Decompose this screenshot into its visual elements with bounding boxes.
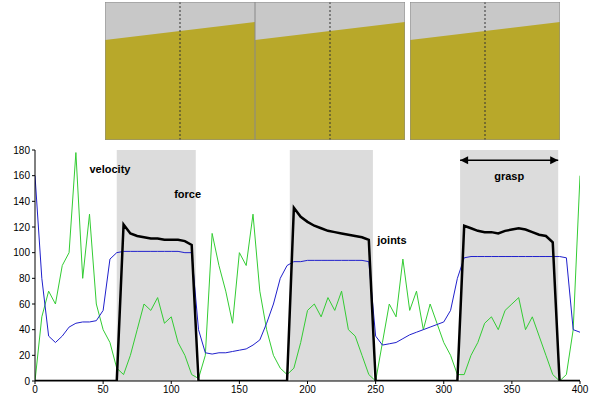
svg-text:50: 50 — [98, 384, 110, 395]
svg-text:60: 60 — [19, 299, 31, 310]
svg-text:velocity: velocity — [89, 163, 131, 175]
svg-text:400: 400 — [572, 384, 589, 395]
svg-text:300: 300 — [435, 384, 452, 395]
svg-text:20: 20 — [19, 350, 31, 361]
svg-text:100: 100 — [163, 384, 180, 395]
svg-text:40: 40 — [19, 324, 31, 335]
svg-text:joints: joints — [376, 234, 406, 246]
svg-text:350: 350 — [504, 384, 521, 395]
svg-text:150: 150 — [231, 384, 248, 395]
svg-text:140: 140 — [13, 196, 30, 207]
svg-text:force: force — [174, 188, 201, 200]
svg-text:0: 0 — [32, 384, 38, 395]
svg-text:80: 80 — [19, 273, 31, 284]
svg-text:180: 180 — [13, 145, 30, 156]
svg-text:120: 120 — [13, 222, 30, 233]
svg-text:250: 250 — [367, 384, 384, 395]
svg-text:grasp: grasp — [494, 170, 524, 182]
svg-text:160: 160 — [13, 170, 30, 181]
svg-text:0: 0 — [24, 376, 30, 387]
svg-text:200: 200 — [299, 384, 316, 395]
svg-text:100: 100 — [13, 247, 30, 258]
